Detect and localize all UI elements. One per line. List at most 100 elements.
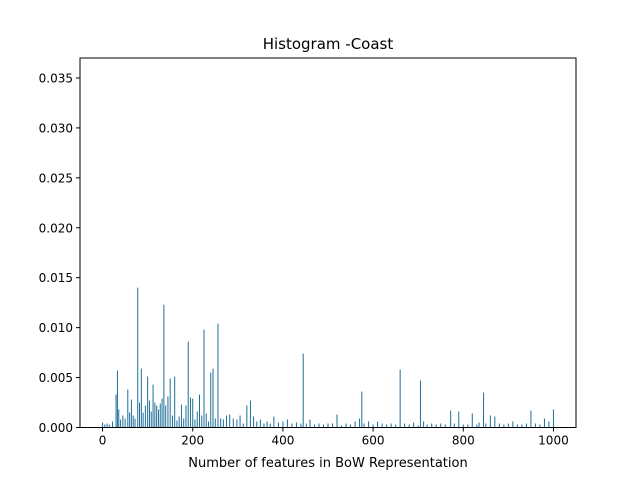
histogram-bar [453,423,455,428]
histogram-bar [118,409,120,428]
histogram-bar [503,424,505,428]
histogram-bar [363,423,365,428]
histogram-bar [154,402,156,428]
histogram-bar [458,411,460,428]
histogram-bar [205,413,207,428]
histogram-bar [163,304,165,428]
histogram-bar [249,400,251,428]
histogram-bar [552,409,554,428]
histogram-bar [489,415,491,428]
histogram-bar [142,412,144,428]
histogram-bar [156,405,158,428]
histogram-bar [332,423,334,428]
histogram-bar [203,329,205,428]
histogram-bar [423,421,425,428]
histogram-bar [148,400,150,428]
histogram-bar [419,380,421,428]
histogram-bar [336,414,338,428]
histogram-bar [147,376,149,428]
histogram-bar [232,418,234,428]
histogram-bar [390,423,392,428]
histogram-bar [127,389,129,428]
histogram-bar [189,397,191,428]
histogram-bar [444,424,446,428]
histogram-bar [413,422,415,428]
histogram-bar [476,424,478,428]
histogram-bar [120,419,122,428]
histogram-bar [512,421,514,428]
histogram-bar [408,424,410,428]
y-ticks-group: 0.000 0.005 0.010 0.015 0.020 0.025 0.030 0.035 [39,71,80,435]
histogram-bar [178,416,180,428]
histogram-bar [102,422,104,428]
histogram-bar [399,369,401,428]
bars-group [102,287,554,428]
histogram-bar [214,418,216,428]
histogram-bar [130,399,132,428]
histogram-bar [217,323,219,428]
histogram-bar [111,421,113,428]
histogram-bar [372,424,374,428]
histogram-bar [350,424,352,428]
y-tick-label: 0.020 [39,221,73,235]
histogram-bar [313,424,315,428]
histogram-bar [239,415,241,428]
histogram-bar [386,424,388,428]
histogram-bar [417,425,419,428]
histogram-bar [134,418,136,428]
histogram-bar [300,423,302,428]
histogram-bar [521,424,523,428]
histogram-bar [222,419,224,428]
histogram-bar [467,424,469,428]
histogram-bar [167,396,169,428]
histogram-bar [180,404,182,428]
histogram-bar [534,423,536,428]
histogram-bar [381,423,383,428]
histogram-bar [140,368,142,428]
histogram-bar [183,418,185,428]
y-tick-label: 0.035 [39,71,73,85]
histogram-bar [137,287,139,428]
histogram-bar [185,405,187,428]
histogram-bar [450,410,452,428]
histogram-bar [150,411,152,428]
histogram-bar [165,405,167,428]
y-tick-label: 0.005 [39,371,73,385]
histogram-bar [548,421,550,428]
histogram-bar [171,415,173,428]
histogram-bar [246,405,248,428]
histogram-bar [322,424,324,428]
histogram-bar [431,423,433,428]
histogram-bar [341,425,343,428]
histogram-bar [198,394,200,428]
y-tick-label: 0.025 [39,171,73,185]
histogram-bar [354,421,356,428]
histogram-bar [226,415,228,428]
histogram-bar [426,424,428,428]
x-tick-label: 1000 [538,434,569,448]
histogram-bar [404,423,406,428]
histogram-bar [485,423,487,428]
histogram-bar [295,422,297,428]
histogram-bar [277,422,279,428]
x-tick-label: 600 [362,434,385,448]
histogram-bar [359,418,361,428]
histogram-bar [192,398,194,428]
histogram-bar [229,414,231,428]
histogram-bar [152,384,154,428]
y-tick-label: 0.030 [39,121,73,135]
histogram-bar [161,398,163,428]
histogram-bar [291,423,293,428]
histogram-bar [498,423,500,428]
histogram-bar [159,403,161,428]
histogram-bar [253,416,255,428]
histogram-bar [368,421,370,428]
x-tick-label: 0 [99,434,107,448]
histogram-bar [435,424,437,428]
histogram-bar [494,416,496,428]
histogram-bar [220,418,222,428]
histogram-bar [309,419,311,428]
y-tick-label: 0.010 [39,321,73,335]
histogram-bar [377,421,379,428]
